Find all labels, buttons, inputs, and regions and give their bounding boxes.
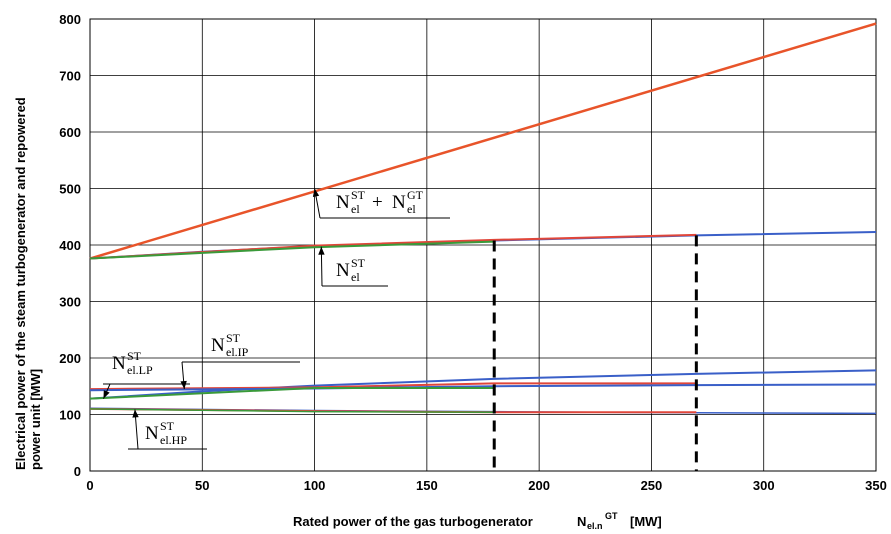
grid (89, 18, 877, 472)
y-tick-label: 300 (59, 295, 81, 310)
y-tick-label: 700 (59, 69, 81, 84)
x-axis-title-unit: [MW] (630, 514, 662, 529)
annotation-subscript: el.LP (127, 363, 153, 377)
annotation-plus: + (372, 192, 383, 213)
y-tick-label: 100 (59, 408, 81, 423)
annotation-symbol: N (211, 335, 225, 356)
y-tick-label: 0 (74, 464, 81, 479)
y-tick-label: 600 (59, 125, 81, 140)
series-line (89, 408, 495, 413)
x-axis-title-sub: el.n (587, 521, 603, 531)
tick-labels: 0 50 100 150 200 250 300 350 0 100 200 300 400 500 600… (59, 12, 887, 493)
x-tick-label: 250 (641, 478, 663, 493)
annotation-superscript: ST (226, 331, 241, 345)
annotation-superscript: ST (351, 188, 366, 202)
x-tick-label: 50 (195, 478, 209, 493)
annotation-superscript: ST (127, 349, 142, 363)
annotation-arrowhead (318, 246, 325, 255)
annotation-arrowhead (180, 380, 187, 390)
y-tick-label: 200 (59, 351, 81, 366)
dashed-markers (492, 235, 698, 471)
annotation-symbol: N (336, 192, 350, 213)
annotation-symbol: N (112, 353, 126, 374)
annotation-arrowhead (312, 188, 320, 197)
annotation-arrowhead (103, 390, 110, 399)
y-tick-label: 500 (59, 182, 81, 197)
annotation-symbol: N (145, 423, 159, 444)
series-line (89, 22, 877, 260)
y-axis-title-line2: power unit [MW] (28, 369, 43, 470)
annotation-subscript: el (351, 202, 360, 216)
x-tick-label: 300 (753, 478, 775, 493)
series-line (89, 386, 495, 400)
series-line (89, 240, 495, 260)
x-axis-title-sup: GT (605, 511, 618, 521)
series-lines (89, 22, 877, 415)
series-line (89, 369, 877, 400)
series-line (89, 382, 697, 391)
annotation-subscript: el (351, 270, 360, 284)
annotation-subscript: el.HP (160, 433, 187, 447)
annotation-superscript: GT (407, 188, 424, 202)
x-tick-label: 200 (528, 478, 550, 493)
y-tick-label: 400 (59, 238, 81, 253)
x-axis-title-main: Rated power of the gas turbogenerator (293, 514, 533, 529)
y-tick-label: 800 (59, 12, 81, 27)
x-axis-title: Rated power of the gas turbogenerator N … (293, 511, 662, 531)
x-tick-label: 0 (86, 478, 93, 493)
annotation-subscript: el (407, 202, 416, 216)
annotation-superscript: ST (160, 419, 175, 433)
annotation-symbol: N (392, 192, 406, 213)
x-tick-label: 100 (304, 478, 326, 493)
annotation-arrowhead (132, 409, 139, 418)
x-tick-label: 350 (865, 478, 887, 493)
annotation-subscript: el.IP (226, 345, 249, 359)
x-tick-label: 150 (416, 478, 438, 493)
annotation-superscript: ST (351, 256, 366, 270)
annotation-symbol: N (336, 260, 350, 281)
y-axis-title-line1: Electrical power of the steam turbogener… (13, 97, 28, 470)
x-axis-title-symbol: N (577, 514, 586, 529)
